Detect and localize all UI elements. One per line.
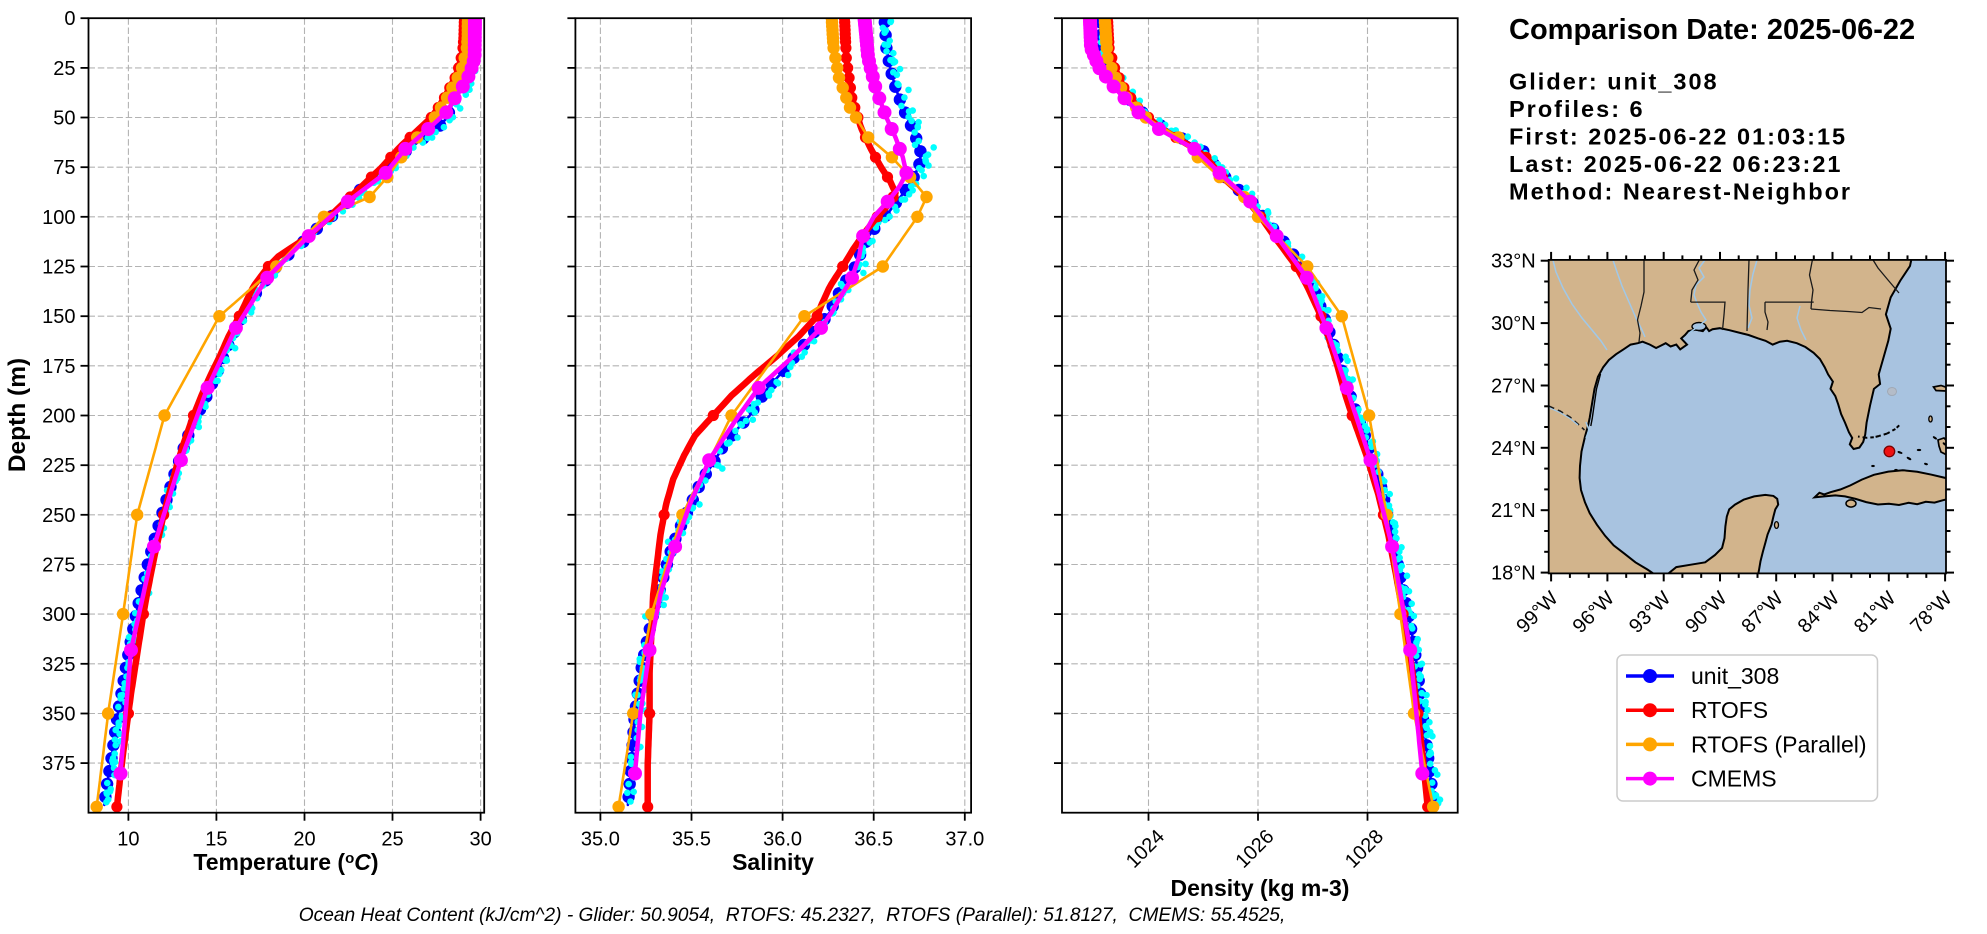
svg-text:15: 15: [205, 829, 227, 851]
svg-text:37.0: 37.0: [945, 829, 984, 851]
svg-text:300: 300: [42, 604, 75, 626]
svg-text:0: 0: [64, 8, 75, 30]
svg-text:CMEMS: CMEMS: [1691, 766, 1777, 792]
svg-text:100: 100: [42, 207, 75, 229]
svg-text:Temperature (oC): Temperature (oC): [193, 849, 378, 875]
svg-text:150: 150: [42, 306, 75, 328]
svg-text:30°N: 30°N: [1491, 313, 1536, 335]
svg-text:Glider: unit_308: Glider: unit_308: [1509, 69, 1719, 95]
svg-text:Depth (m): Depth (m): [4, 358, 31, 472]
svg-text:175: 175: [42, 356, 75, 378]
svg-text:125: 125: [42, 257, 75, 279]
svg-text:RTOFS (Parallel): RTOFS (Parallel): [1691, 731, 1867, 757]
svg-text:350: 350: [42, 704, 75, 726]
svg-text:36.5: 36.5: [854, 829, 893, 851]
svg-text:Salinity: Salinity: [732, 849, 814, 875]
svg-text:Ocean Heat Content (kJ/cm^2) -: Ocean Heat Content (kJ/cm^2) - Glider: 5…: [299, 905, 1286, 926]
svg-text:Profiles: 6: Profiles: 6: [1509, 96, 1645, 122]
svg-text:35.0: 35.0: [581, 829, 620, 851]
svg-text:50: 50: [53, 108, 75, 130]
svg-text:24°N: 24°N: [1491, 438, 1536, 460]
svg-text:10: 10: [117, 829, 139, 851]
svg-text:unit_308: unit_308: [1691, 663, 1779, 689]
svg-text:30: 30: [469, 829, 491, 851]
svg-text:RTOFS: RTOFS: [1691, 697, 1768, 723]
svg-text:Method: Nearest-Neighbor: Method: Nearest-Neighbor: [1509, 179, 1852, 205]
svg-text:Last: 2025-06-22 06:23:21: Last: 2025-06-22 06:23:21: [1509, 151, 1842, 177]
svg-text:27°N: 27°N: [1491, 376, 1536, 398]
svg-text:Comparison Date: 2025-06-22: Comparison Date: 2025-06-22: [1509, 14, 1915, 46]
svg-text:275: 275: [42, 555, 75, 577]
svg-text:18°N: 18°N: [1491, 563, 1536, 585]
svg-text:36.0: 36.0: [763, 829, 802, 851]
svg-text:225: 225: [42, 455, 75, 477]
svg-text:325: 325: [42, 654, 75, 676]
svg-text:First: 2025-06-22 01:03:15: First: 2025-06-22 01:03:15: [1509, 124, 1847, 150]
svg-text:35.5: 35.5: [672, 829, 711, 851]
svg-text:21°N: 21°N: [1491, 500, 1536, 522]
svg-text:Density (kg m-3): Density (kg m-3): [1171, 875, 1350, 901]
svg-text:25: 25: [53, 58, 75, 80]
svg-text:375: 375: [42, 753, 75, 775]
svg-text:25: 25: [381, 829, 403, 851]
svg-text:200: 200: [42, 406, 75, 428]
svg-text:250: 250: [42, 505, 75, 527]
svg-text:75: 75: [53, 157, 75, 179]
svg-text:20: 20: [293, 829, 315, 851]
svg-text:33°N: 33°N: [1491, 251, 1536, 273]
